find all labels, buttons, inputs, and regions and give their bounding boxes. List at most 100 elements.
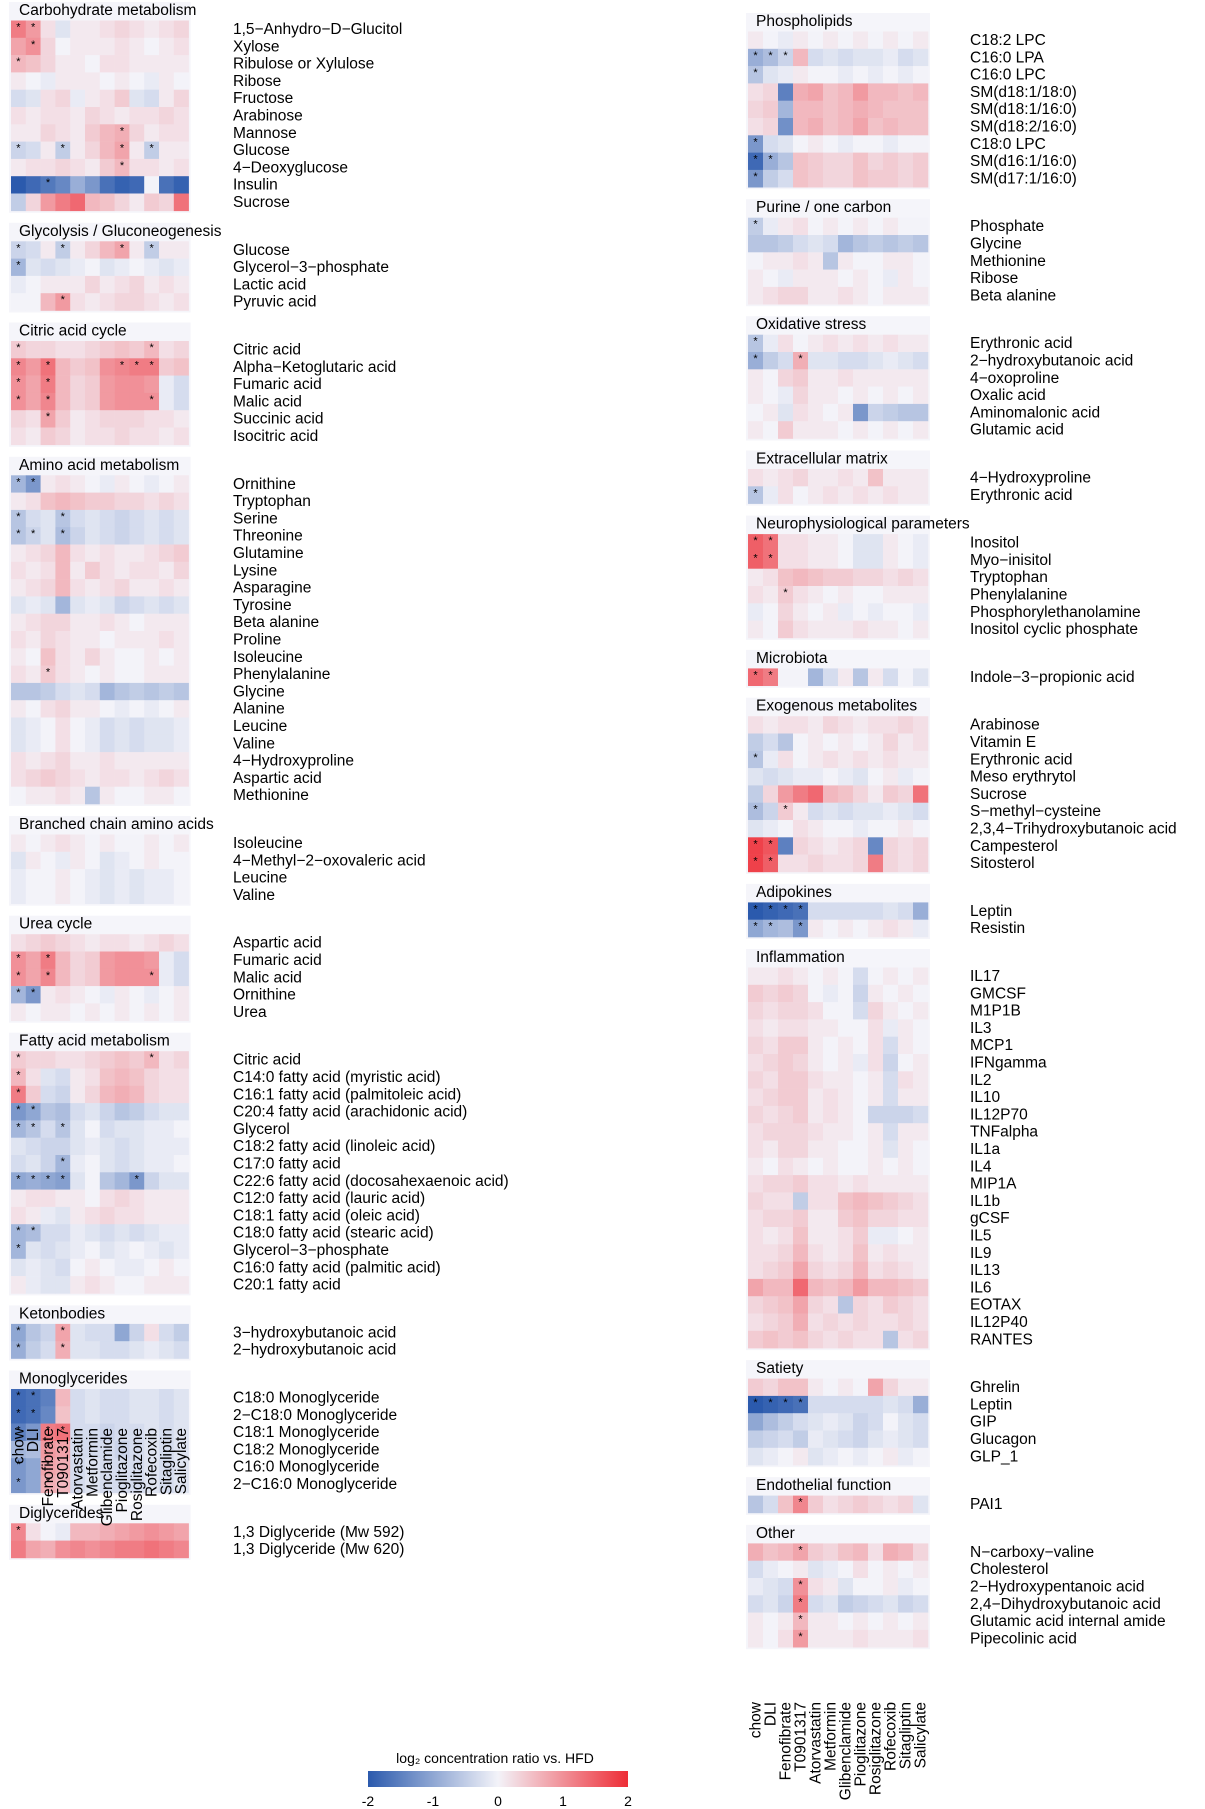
significance-star: *: [120, 359, 125, 371]
significance-star: *: [798, 921, 803, 933]
heatmap-cell: [129, 193, 145, 212]
heatmap-cell: [159, 1155, 175, 1173]
heatmap-cell: [159, 341, 175, 359]
heatmap-cell: [748, 1123, 764, 1141]
heatmap-cell: [823, 733, 839, 752]
significance-star: *: [753, 67, 758, 79]
heatmap-cell: [85, 886, 101, 904]
heatmap-cell: [159, 851, 175, 870]
heatmap-cell: [159, 1523, 175, 1541]
heatmap-cell: [838, 534, 854, 552]
heatmap-cell: [99, 1523, 115, 1541]
column-label: Rosiglitazone: [868, 1702, 885, 1795]
heatmap-cell: [748, 1071, 764, 1089]
heatmap-cell: [808, 469, 824, 487]
heatmap-cell: [159, 1241, 175, 1260]
heatmap-cell: [25, 107, 41, 125]
heatmap-cell: [11, 241, 27, 259]
heatmap-cell: [70, 631, 86, 649]
heatmap-cell: [25, 1389, 41, 1407]
heatmap-cell: [40, 1440, 56, 1459]
heatmap-cell: [778, 1244, 794, 1262]
row-label: Ghrelin: [970, 1379, 1020, 1396]
heatmap-cell: [99, 968, 115, 987]
heatmap-cell: [25, 648, 41, 666]
heatmap-cell: [823, 668, 839, 686]
row-label: Alanine: [233, 701, 285, 718]
heatmap-cell: [748, 1244, 764, 1262]
heatmap-cell: [778, 369, 794, 387]
heatmap-cell: [838, 586, 854, 604]
heatmap-cell: [793, 386, 809, 405]
heatmap-cell: [868, 352, 884, 370]
heatmap-cell: [25, 341, 41, 359]
heatmap-cell: [11, 561, 27, 580]
heatmap-cell: [173, 527, 189, 545]
heatmap-cell: [144, 834, 160, 853]
heatmap-cell: [159, 1172, 175, 1190]
heatmap-cell: [808, 31, 824, 50]
heatmap-cell: [40, 1224, 56, 1242]
heatmap-cell: [793, 269, 809, 288]
heatmap-cell: [40, 107, 56, 125]
heatmap-cell: [793, 534, 809, 552]
significance-star: *: [798, 1497, 803, 1509]
heatmap-cell: [85, 293, 101, 311]
significance-star: *: [31, 39, 36, 51]
heatmap-cell: [808, 1296, 824, 1314]
heatmap-cell: [173, 869, 189, 887]
heatmap-cell: [144, 682, 160, 701]
heatmap-cell: [853, 48, 869, 67]
row-label: IL1a: [970, 1141, 1001, 1158]
heatmap-cell: [85, 475, 101, 493]
heatmap-cell: [70, 1206, 86, 1225]
heatmap-cell: [159, 544, 175, 563]
row-label: Ornithine: [233, 987, 296, 1004]
heatmap-cell: [823, 1378, 839, 1397]
heatmap-cell: [55, 20, 71, 39]
heatmap-cell: [159, 410, 175, 428]
heatmap-cell: [868, 551, 884, 569]
legend-tick-label: 1: [559, 1793, 567, 1809]
heatmap-cell: [883, 1175, 899, 1193]
heatmap-cell: [808, 1430, 824, 1449]
heatmap-cell: [778, 967, 794, 986]
significance-star: *: [16, 1070, 21, 1082]
heatmap-cell: [868, 100, 884, 119]
heatmap-cell: [173, 1258, 189, 1277]
heatmap-cell: [808, 1261, 824, 1280]
heatmap-cell: [159, 769, 175, 787]
heatmap-cell: [793, 152, 809, 171]
heatmap-cell: [808, 118, 824, 136]
heatmap-cell: [748, 386, 764, 405]
row-label: SM(d18:2/16:0): [970, 119, 1077, 136]
column-label: Glibenclamide: [838, 1702, 855, 1800]
heatmap-cell: [853, 369, 869, 387]
legend-tick-label: -1: [427, 1793, 440, 1809]
heatmap-cell: [793, 984, 809, 1003]
heatmap-cell: [913, 48, 929, 67]
column-label: T0901317: [793, 1702, 810, 1772]
heatmap-cell: [913, 1313, 929, 1332]
heatmap-cell: [114, 55, 130, 73]
heatmap-cell: [25, 158, 41, 177]
heatmap-cell: [808, 620, 824, 639]
heatmap-cell: [159, 158, 175, 177]
heatmap-cell: [55, 275, 71, 294]
heatmap-cell: [778, 802, 794, 821]
heatmap-cell: [70, 375, 86, 394]
heatmap-cell: [25, 1540, 41, 1559]
heatmap-cell: [763, 1378, 779, 1397]
heatmap-cell: [70, 1323, 86, 1342]
group-title: Monoglycerides: [19, 1371, 128, 1388]
heatmap-cell: [25, 1323, 41, 1342]
significance-star: *: [46, 953, 51, 965]
heatmap-cell: [913, 568, 929, 587]
heatmap-cell: [898, 1629, 914, 1648]
heatmap-cell: [838, 152, 854, 171]
heatmap-cell: [808, 334, 824, 353]
heatmap-cell: [763, 1578, 779, 1596]
heatmap-cell: [868, 421, 884, 439]
heatmap-cell: [70, 579, 86, 597]
